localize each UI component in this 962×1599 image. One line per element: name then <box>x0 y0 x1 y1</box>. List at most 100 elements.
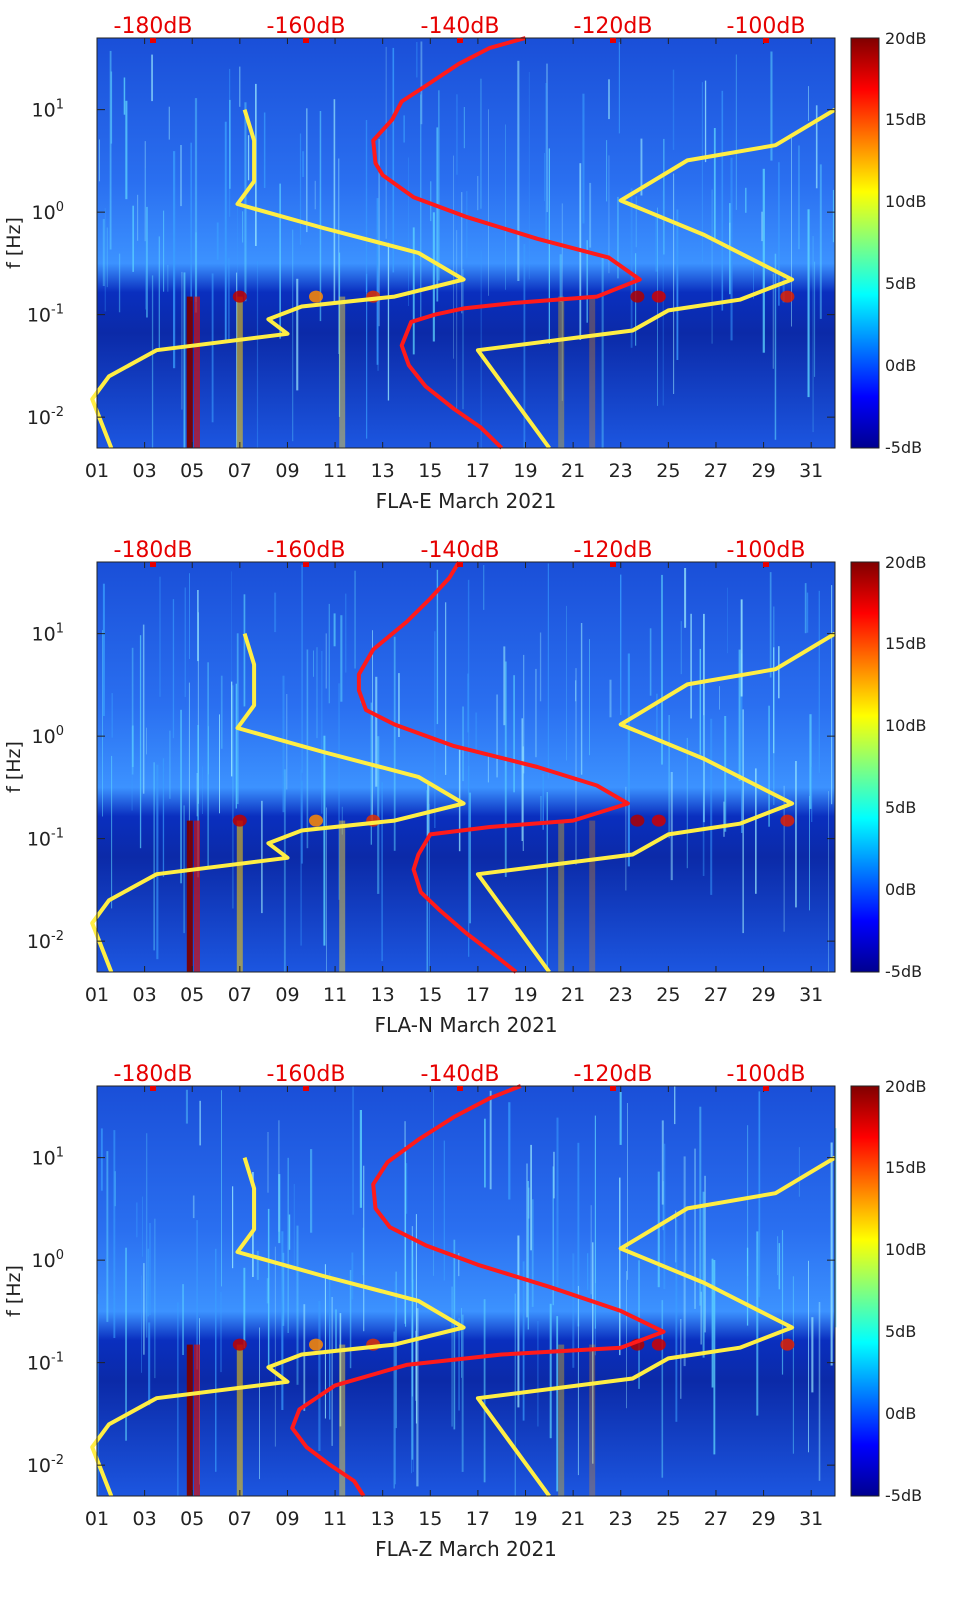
streak <box>703 613 705 823</box>
warm-streak <box>339 296 346 448</box>
streak <box>131 725 134 768</box>
warm-streak <box>186 1344 193 1496</box>
streak <box>798 145 800 250</box>
streak <box>575 680 577 702</box>
colorbar-panel-n: 20dB 15dB 10dB 5dB 0dB -5dB <box>850 553 927 981</box>
streak <box>601 254 604 448</box>
streak <box>182 1284 184 1355</box>
streak <box>674 1086 676 1125</box>
streak <box>618 42 620 134</box>
streak <box>184 587 186 698</box>
streak <box>131 647 134 775</box>
x-tick-label: 27 <box>704 460 728 482</box>
streak <box>137 194 139 241</box>
streak <box>221 1090 222 1287</box>
hot-spot <box>651 290 666 303</box>
streak <box>711 189 713 344</box>
streak <box>377 247 379 371</box>
streak <box>195 232 197 302</box>
streak <box>508 1102 511 1200</box>
series-red <box>371 36 642 450</box>
streak <box>702 715 705 876</box>
streak <box>594 1115 596 1329</box>
streak <box>711 1258 714 1388</box>
streak <box>436 569 439 725</box>
streak <box>243 594 246 707</box>
streak <box>381 782 383 962</box>
spectrogram-texture <box>97 1086 837 1496</box>
streak <box>531 1199 534 1307</box>
x-tick-label: 19 <box>513 984 537 1006</box>
hot-spot <box>232 290 247 303</box>
series-red <box>290 1084 666 1498</box>
streak <box>680 1319 682 1399</box>
streak <box>151 275 154 448</box>
x-tick-label: 31 <box>799 1508 823 1530</box>
streak <box>808 86 809 121</box>
y-tick-label: 10-2 <box>27 405 64 429</box>
streak <box>244 102 247 302</box>
top-db-label: -180dB <box>114 14 193 39</box>
streak <box>149 1223 151 1316</box>
streak <box>461 1314 464 1472</box>
top-db-marker <box>150 1086 156 1091</box>
cbar-z-20: 20dB <box>885 1077 927 1096</box>
streak <box>377 736 380 894</box>
streak <box>496 694 498 778</box>
y-axis-label: f [Hz] <box>3 741 25 793</box>
streak <box>434 631 436 828</box>
x-tick-label: 03 <box>133 460 157 482</box>
x-tick-label: 19 <box>513 1508 537 1530</box>
streak <box>220 675 223 749</box>
streak <box>806 592 809 633</box>
top-db-marker <box>610 38 616 43</box>
streak <box>627 1103 628 1280</box>
streak <box>738 649 741 781</box>
x-tick-label: 27 <box>704 1508 728 1530</box>
x-tick-label: 25 <box>656 1508 680 1530</box>
streak <box>657 1171 660 1288</box>
streak <box>349 1270 352 1369</box>
streak <box>306 108 308 233</box>
streak <box>670 772 673 881</box>
streak <box>432 212 435 342</box>
warm-streak <box>194 296 200 448</box>
streak <box>326 807 327 972</box>
streak <box>684 568 687 628</box>
streak <box>523 654 525 774</box>
top-db-marker <box>303 562 309 567</box>
streak <box>617 196 619 279</box>
streak <box>372 630 373 823</box>
streak <box>324 1264 326 1419</box>
streak <box>338 683 340 900</box>
x-tick-label: 15 <box>418 1508 442 1530</box>
streak <box>231 681 233 777</box>
spectrogram-background <box>97 38 835 448</box>
top-db-marker <box>150 38 156 43</box>
streak <box>274 592 277 633</box>
streak <box>197 725 199 878</box>
top-db-label: -140dB <box>421 538 500 563</box>
series-yellow-left <box>90 1157 466 1497</box>
streak <box>528 72 530 280</box>
hot-spot <box>780 1338 795 1351</box>
streak <box>104 208 106 312</box>
series-yellow-left <box>90 109 466 449</box>
streak <box>172 599 175 739</box>
x-tick-label: 29 <box>752 984 776 1006</box>
streak <box>548 148 550 344</box>
streak <box>702 1191 705 1358</box>
streak <box>549 1303 552 1439</box>
streak <box>393 636 396 851</box>
streak <box>798 1147 800 1197</box>
streak <box>202 766 203 814</box>
streak <box>197 612 199 804</box>
warm-streak <box>558 296 565 448</box>
cbar-z-15: 15dB <box>885 1158 927 1177</box>
cbar-z-10: 10dB <box>885 1240 927 1259</box>
streak <box>220 1291 222 1373</box>
cbar-e-5: 5dB <box>885 274 916 293</box>
streak <box>247 135 250 181</box>
warm-streak <box>589 820 596 972</box>
